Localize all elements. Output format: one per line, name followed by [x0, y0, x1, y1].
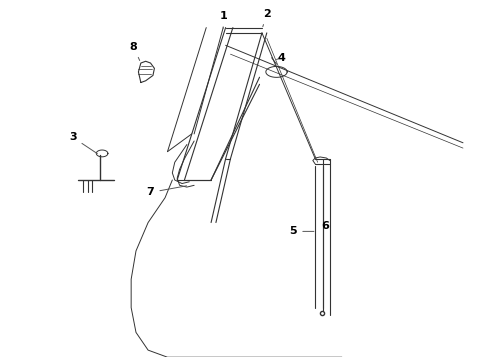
Text: 8: 8 [130, 42, 140, 60]
Text: 7: 7 [147, 186, 187, 197]
Text: 2: 2 [263, 9, 270, 27]
Text: 1: 1 [220, 11, 227, 28]
Text: 3: 3 [69, 132, 98, 154]
Text: 5: 5 [290, 226, 314, 237]
Text: 6: 6 [321, 221, 329, 231]
Text: 4: 4 [276, 53, 285, 63]
